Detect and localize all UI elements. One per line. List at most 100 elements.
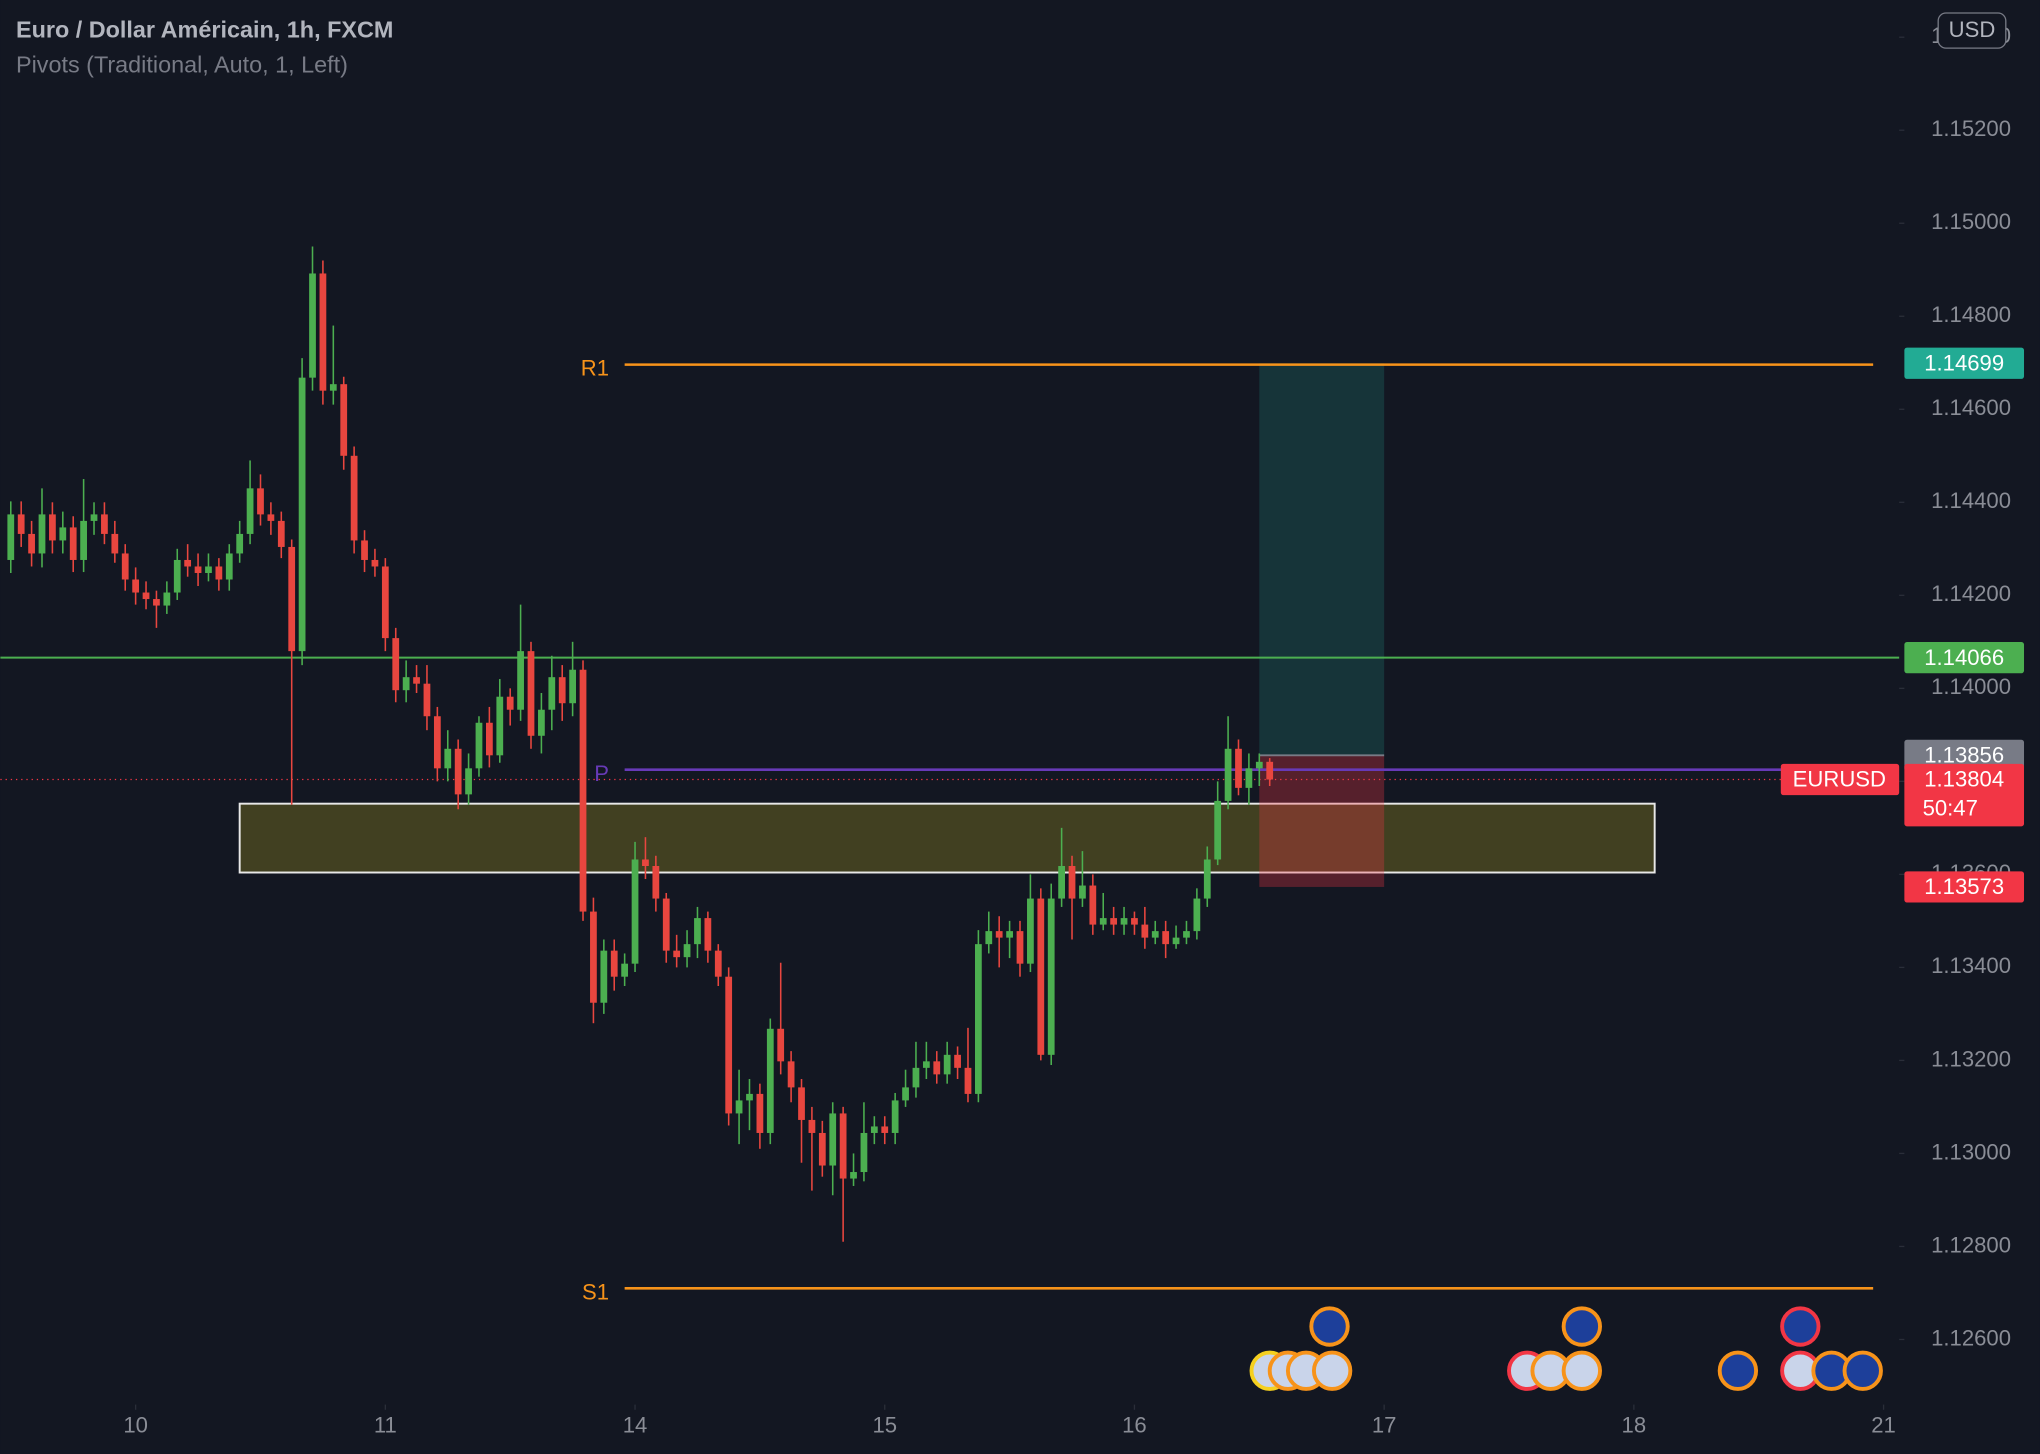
candle-body — [1183, 931, 1190, 938]
candle-body — [1089, 885, 1097, 925]
pivot-label: P — [594, 761, 609, 786]
x-tick-label: 10 — [123, 1413, 148, 1438]
candle-body — [558, 677, 566, 704]
y-tick-label: 1.14200 — [1931, 581, 2011, 606]
candle-body — [538, 709, 545, 736]
candle-body — [756, 1093, 764, 1133]
candle-body — [548, 677, 556, 710]
candle-body — [714, 950, 722, 977]
candle-body — [163, 592, 171, 606]
candle-body — [975, 944, 982, 1094]
candle-body — [142, 592, 150, 600]
symbol-tag — [1780, 763, 1900, 796]
candle-body — [371, 559, 379, 567]
currency-button[interactable] — [1937, 12, 2007, 49]
candle-body — [922, 1061, 930, 1068]
candle-body — [1151, 931, 1159, 938]
x-tick-label: 17 — [1372, 1413, 1397, 1438]
candle-body — [704, 918, 712, 951]
candle-body — [90, 514, 98, 521]
candle-body — [1193, 898, 1201, 932]
candle-body — [215, 566, 223, 580]
candle-body — [121, 553, 129, 580]
countdown: 50:47 — [1923, 795, 1978, 820]
event-icon[interactable] — [1561, 1350, 1602, 1391]
candle-body — [881, 1126, 889, 1133]
price-tag-label: 1.13804 — [1924, 767, 2004, 792]
candle-body — [277, 520, 285, 547]
candle-body — [17, 514, 25, 534]
candle-body — [683, 944, 691, 958]
event-icons — [1249, 1306, 1883, 1391]
candle-body — [1255, 761, 1263, 769]
candle-body — [933, 1061, 941, 1075]
candle-body — [1058, 866, 1065, 899]
y-tick-label: 1.14800 — [1931, 302, 2011, 327]
candle-body — [173, 559, 181, 593]
candle-body — [59, 527, 67, 541]
candle-body — [444, 748, 452, 769]
candle-body — [746, 1093, 753, 1101]
candle-body — [735, 1100, 743, 1114]
candle-body — [870, 1126, 878, 1133]
target-tag — [1904, 347, 2025, 379]
x-tick-label: 18 — [1622, 1413, 1647, 1438]
candle-body — [340, 384, 348, 456]
stop-tag-label: 1.13573 — [1924, 874, 2004, 899]
candle-body — [475, 722, 483, 769]
y-tick-label: 1.14400 — [1931, 488, 2011, 513]
currency-label[interactable]: USD — [1949, 17, 1996, 42]
candle-body — [725, 976, 733, 1114]
candle-body — [153, 599, 160, 606]
candle-body — [246, 488, 254, 534]
event-icon[interactable] — [1717, 1350, 1759, 1391]
candle-body — [225, 553, 233, 580]
event-icon[interactable] — [1311, 1350, 1353, 1391]
candle-body — [7, 514, 15, 560]
x-tick-label: 11 — [374, 1413, 397, 1438]
candle-body — [413, 677, 420, 684]
candle-body — [454, 748, 462, 795]
candle-body — [1141, 924, 1149, 938]
candle-body — [433, 716, 441, 769]
candle-body — [579, 669, 587, 912]
candle-body — [766, 1028, 774, 1133]
candle-body — [808, 1119, 816, 1133]
candle-body — [829, 1113, 837, 1166]
candle-body — [1068, 866, 1076, 899]
candle-body — [569, 669, 576, 704]
candle-body — [777, 1028, 785, 1062]
event-icon[interactable] — [1842, 1350, 1883, 1391]
y-tick-label: 1.12800 — [1931, 1232, 2011, 1257]
x-tick-label: 14 — [623, 1413, 648, 1438]
pivot-label: S1 — [582, 1279, 609, 1304]
candle-body — [28, 533, 35, 554]
candle-body — [402, 677, 410, 691]
event-icon[interactable] — [1309, 1306, 1350, 1347]
candle-body — [132, 579, 140, 593]
candle-body — [329, 384, 337, 391]
candle-body — [506, 696, 514, 710]
candle-body — [891, 1100, 899, 1133]
candle-body — [485, 722, 493, 756]
zone — [238, 802, 1656, 874]
target-tag-label: 1.14699 — [1924, 350, 2004, 375]
x-tick-label: 16 — [1122, 1413, 1147, 1438]
candle-body — [1214, 800, 1222, 860]
candle-body — [423, 683, 431, 717]
event-icon[interactable] — [1561, 1306, 1602, 1347]
candle-body — [111, 533, 119, 554]
candle-body — [527, 651, 535, 736]
event-icon[interactable] — [1780, 1306, 1821, 1347]
candle-body — [298, 377, 306, 652]
candle-body — [912, 1067, 920, 1088]
candle-body — [964, 1067, 972, 1094]
candle-body — [361, 540, 368, 560]
indicator-title: Pivots (Traditional, Auto, 1, Left) — [16, 52, 348, 78]
candle-body — [381, 566, 389, 639]
y-tick-label: 1.13400 — [1931, 953, 2011, 978]
y-tick-label: 1.15200 — [1931, 116, 2011, 141]
stop-tag — [1904, 871, 2025, 903]
